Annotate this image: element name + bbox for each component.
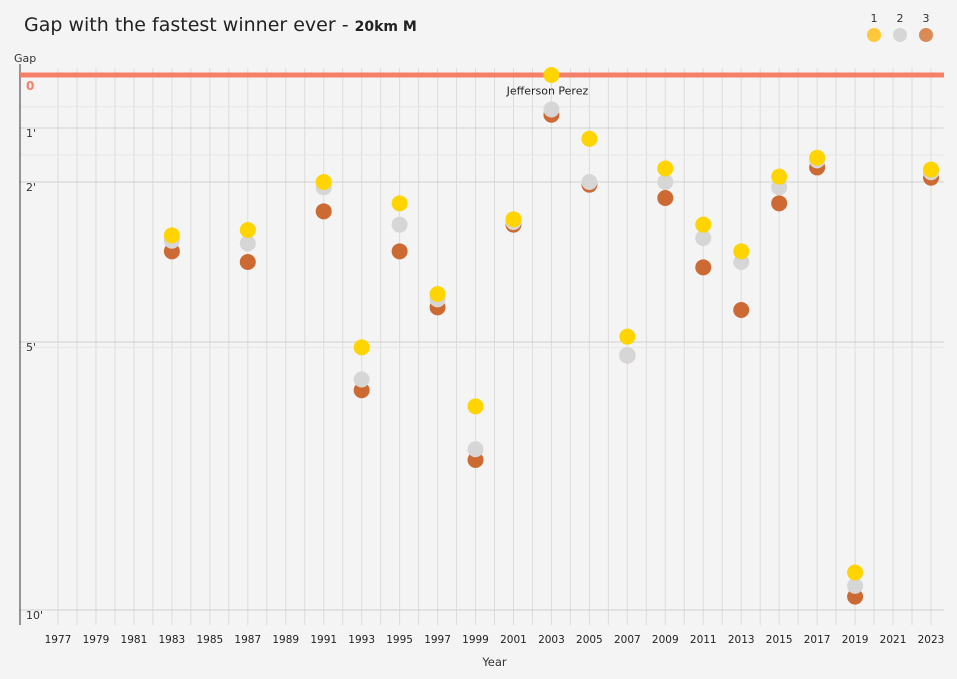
- x-tick-label: 2009: [652, 634, 679, 646]
- x-tick-label: 1991: [310, 634, 337, 646]
- data-point-place-2: [467, 441, 484, 458]
- legend-label: 3: [922, 12, 930, 25]
- data-point-place-1: [695, 216, 712, 233]
- annotation-label: Jefferson Perez: [506, 85, 589, 98]
- x-tick-label: 1985: [196, 634, 223, 646]
- chart-title: Gap with the fastest winner ever - 20km …: [24, 14, 417, 36]
- chart-title-text: Gap with the fastest winner ever: [24, 14, 336, 36]
- x-tick-label: 2017: [804, 634, 831, 646]
- legend-item: 1: [865, 12, 883, 42]
- x-tick-label: 1995: [386, 634, 413, 646]
- x-tick-label: 1983: [159, 634, 186, 646]
- data-point-place-1: [391, 195, 408, 212]
- y-tick-label: 10': [26, 609, 43, 622]
- x-tick-label: 2021: [880, 634, 907, 646]
- data-point-place-3: [695, 259, 712, 276]
- data-point-place-2: [657, 174, 674, 190]
- data-point-place-3: [771, 195, 788, 212]
- data-point-place-3: [657, 190, 674, 206]
- legend: 1 2 3: [865, 12, 935, 42]
- data-point-place-1: [809, 149, 826, 166]
- y-tick-label: 1': [26, 127, 36, 140]
- data-point-place-2: [543, 101, 560, 118]
- x-tick-label: 1977: [45, 634, 72, 646]
- x-axis-label: Year: [481, 655, 507, 669]
- data-point-place-1: [239, 222, 256, 238]
- data-point-place-2: [391, 216, 408, 233]
- x-tick-label: 1979: [83, 634, 110, 646]
- data-point-place-3: [733, 302, 750, 318]
- data-point-place-1: [771, 168, 788, 185]
- data-point-place-3: [315, 203, 332, 220]
- x-tick-label: 2003: [538, 634, 565, 646]
- y-tick-label: 0: [26, 79, 34, 93]
- data-point-place-2: [353, 371, 370, 388]
- data-point-place-3: [239, 254, 256, 270]
- x-tick-label: 2011: [690, 634, 717, 646]
- x-tick-label: 1993: [348, 634, 375, 646]
- legend-item: 2: [891, 12, 909, 42]
- data-point-place-3: [391, 243, 408, 260]
- data-point-place-1: [733, 243, 750, 260]
- x-tick-label: 1981: [121, 634, 148, 646]
- chart-subtitle: 20km M: [354, 19, 417, 35]
- legend-label: 1: [870, 12, 878, 25]
- legend-swatch: [893, 28, 907, 42]
- legend-swatch: [919, 28, 933, 42]
- data-point-place-1: [353, 339, 370, 356]
- data-point-place-1: [505, 211, 522, 228]
- y-axis-label: Gap: [14, 52, 36, 65]
- data-point-place-1: [315, 174, 332, 190]
- data-point-place-1: [581, 130, 598, 147]
- y-tick-label: 5': [26, 341, 36, 354]
- data-point-place-1: [619, 328, 636, 345]
- legend-swatch: [867, 28, 881, 42]
- x-tick-label: 1989: [272, 634, 299, 646]
- x-tick-label: 1999: [462, 634, 489, 646]
- x-tick-label: 2005: [576, 634, 603, 646]
- data-point-place-2: [619, 347, 636, 364]
- data-point-place-1: [657, 160, 674, 177]
- data-point-place-1: [847, 564, 864, 581]
- x-tick-label: 2019: [842, 634, 869, 646]
- x-tick-label: 1997: [424, 634, 451, 646]
- legend-label: 2: [896, 12, 904, 25]
- data-point-place-2: [581, 174, 598, 190]
- x-tick-label: 2023: [918, 634, 945, 646]
- data-point-place-2: [847, 577, 864, 594]
- data-point-place-1: [429, 286, 446, 302]
- x-tick-label: 2001: [500, 634, 527, 646]
- x-tick-label: 2013: [728, 634, 755, 646]
- x-tick-label: 1987: [234, 634, 261, 646]
- legend-item: 3: [917, 12, 935, 42]
- data-point-place-1: [543, 67, 560, 83]
- x-tick-label: 2015: [766, 634, 793, 646]
- data-point-place-1: [923, 161, 939, 178]
- data-point-place-2: [239, 235, 256, 252]
- data-point-place-1: [163, 227, 180, 244]
- data-point-place-2: [695, 230, 712, 246]
- y-tick-label: 2': [26, 181, 36, 194]
- data-point-place-1: [467, 398, 484, 415]
- x-tick-label: 2007: [614, 634, 641, 646]
